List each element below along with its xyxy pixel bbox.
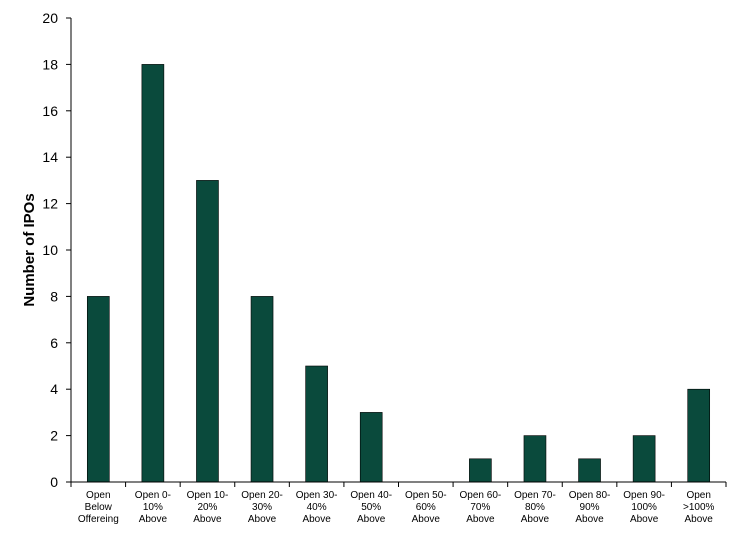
y-tick-label: 2: [50, 428, 58, 444]
x-category-label: >100%: [683, 502, 715, 513]
x-category-label: Below: [85, 502, 113, 513]
bar: [469, 458, 492, 483]
bar: [632, 435, 656, 483]
y-tick-label: 10: [42, 242, 58, 258]
x-category-label: Open: [686, 490, 710, 501]
x-category-label: Above: [521, 514, 550, 525]
y-tick-label: 14: [42, 149, 58, 165]
x-category-label: Above: [302, 514, 331, 525]
y-tick-label: 8: [50, 288, 58, 304]
y-axis-title: Number of IPOs: [21, 193, 38, 306]
x-category-label: Open 80-: [569, 490, 611, 501]
x-category-label: Open 50-: [405, 490, 447, 501]
y-tick-label: 6: [50, 335, 58, 351]
x-category-label: Above: [466, 514, 495, 525]
x-category-label: 50%: [361, 502, 381, 513]
bar: [687, 388, 711, 483]
y-tick-label: 18: [42, 56, 58, 72]
x-category-label: 30%: [252, 502, 272, 513]
y-tick-label: 20: [42, 10, 58, 26]
x-category-label: 20%: [197, 502, 217, 513]
x-category-label: 10%: [143, 502, 163, 513]
x-category-label: Open 10-: [187, 490, 229, 501]
x-category-label: Open: [86, 490, 110, 501]
bar: [141, 64, 165, 483]
x-category-label: 90%: [580, 502, 600, 513]
x-category-label: Open 70-: [514, 490, 556, 501]
bar: [523, 435, 547, 483]
x-category-label: Open 0-: [135, 490, 171, 501]
bar: [578, 458, 601, 483]
x-category-label: Above: [412, 514, 441, 525]
x-category-label: Open 60-: [460, 490, 502, 501]
bar: [86, 296, 110, 483]
x-category-label: Above: [139, 514, 168, 525]
x-category-label: Offereing: [78, 514, 119, 525]
x-category-label: Open 90-: [623, 490, 665, 501]
bar: [305, 365, 328, 483]
x-category-label: 70%: [470, 502, 490, 513]
y-tick-label: 4: [50, 381, 58, 397]
x-category-label: Above: [357, 514, 386, 525]
y-tick-label: 16: [42, 103, 58, 119]
bars: [86, 64, 711, 483]
x-category-label: Open 40-: [350, 490, 392, 501]
bar: [196, 180, 219, 483]
x-category-label: Above: [630, 514, 659, 525]
y-tick-label: 12: [42, 196, 58, 212]
x-category-label: Open 30-: [296, 490, 338, 501]
x-category-label: Above: [685, 514, 714, 525]
y-tick-label: 0: [50, 474, 58, 490]
x-category-label: 80%: [525, 502, 545, 513]
bar: [359, 412, 383, 483]
y-axis: 0 2 4 6 8 10 12 14 16 18 20: [42, 10, 72, 490]
x-category-label: Above: [575, 514, 604, 525]
bar: [250, 296, 274, 483]
x-category-label: Above: [248, 514, 277, 525]
x-category-label: 60%: [416, 502, 436, 513]
x-category-label: Above: [193, 514, 222, 525]
x-category-label: 100%: [631, 502, 657, 513]
x-category-label: Open 20-: [241, 490, 283, 501]
x-category-label: 40%: [307, 502, 327, 513]
